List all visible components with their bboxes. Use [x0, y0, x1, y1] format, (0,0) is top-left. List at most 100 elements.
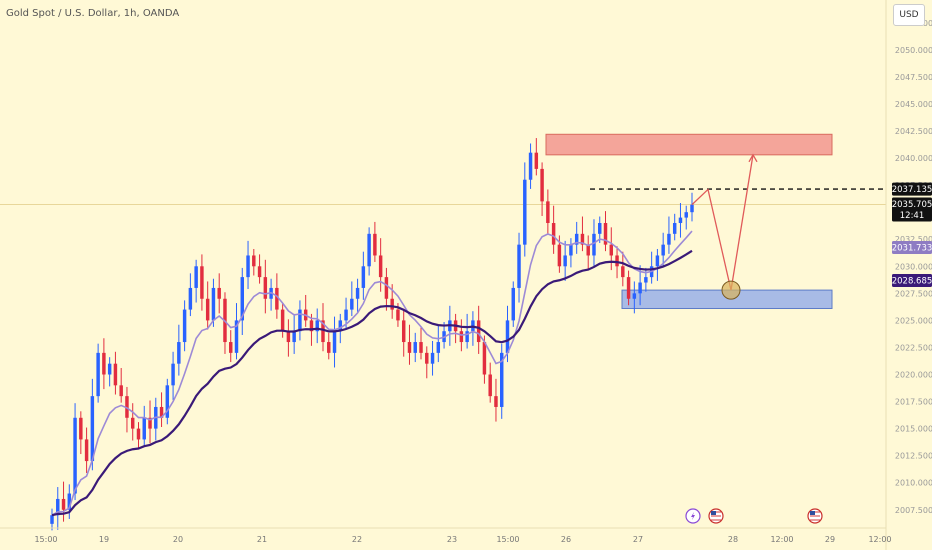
candle-body [159, 406, 164, 418]
candle-body [425, 352, 429, 364]
time-tick-label: 12:00 [770, 535, 793, 544]
candle-body [136, 428, 141, 440]
price-tick-label: 2042.500 [895, 127, 932, 136]
candle-body [482, 342, 487, 375]
candle-body [413, 342, 417, 353]
candle-body [540, 168, 544, 202]
candle-body [488, 374, 492, 397]
candle-body [655, 255, 660, 267]
candle-body [505, 320, 510, 353]
candle-body [338, 320, 343, 332]
candle-body [286, 331, 291, 343]
candle-body [205, 298, 210, 321]
price-tick-label: 2022.500 [895, 343, 932, 352]
candle-body [528, 152, 533, 180]
candle-body [125, 396, 129, 418]
candle-body [598, 223, 602, 234]
candle-body [246, 255, 250, 278]
candle-body [240, 277, 244, 321]
candle-body [73, 417, 77, 494]
candle-body [672, 223, 677, 234]
candle-body [574, 233, 579, 245]
chart-title: Gold Spot / U.S. Dollar, 1h, OANDA [6, 8, 180, 19]
time-tick-label: 20 [173, 535, 183, 544]
candle-body [252, 255, 256, 267]
time-tick-label: 23 [447, 535, 457, 544]
candle-body [436, 342, 441, 353]
candle-body [621, 266, 625, 278]
price-tick-label: 2025.000 [895, 316, 932, 325]
candle-body [107, 363, 112, 375]
flag-canton [711, 511, 716, 515]
candle-body [321, 320, 325, 343]
candle-body [275, 287, 279, 310]
candle-body [476, 320, 481, 343]
price-tag-time: 12:41 [900, 211, 925, 221]
candle-body [280, 309, 285, 332]
candle-body [200, 266, 204, 299]
candle-body [96, 352, 100, 397]
candle-body [396, 309, 400, 321]
price-tick-label: 2050.000 [895, 46, 932, 55]
candle-body [367, 233, 371, 267]
time-tick-label: 27 [633, 535, 643, 544]
candle-body [500, 352, 504, 407]
candle-body [79, 417, 83, 440]
candle-body [511, 287, 515, 321]
candle-body [102, 352, 106, 375]
candle-body [182, 309, 187, 343]
candle-body [557, 244, 562, 267]
candle-body [615, 255, 619, 267]
candle-body [84, 439, 89, 462]
candle-body [142, 417, 146, 440]
pullback-circle [721, 280, 741, 300]
candle-body [50, 515, 54, 524]
candle-body [563, 255, 567, 267]
candle-body [401, 320, 406, 343]
time-tick-label: 29 [825, 535, 835, 544]
resistance-zone [545, 133, 833, 156]
price-tag [892, 197, 932, 222]
candle-body [309, 320, 314, 332]
candle-body [67, 493, 72, 510]
candle-body [90, 396, 95, 462]
candle-body [523, 179, 527, 245]
candle-body [211, 287, 216, 321]
candle-body [263, 277, 268, 299]
price-tick-label: 2032.500 [895, 235, 932, 244]
candle-body [298, 309, 302, 332]
candle-body [586, 244, 590, 256]
candle-body [517, 244, 521, 288]
candle-body [165, 385, 170, 418]
candle-body [534, 152, 539, 169]
candle-body [344, 309, 348, 321]
price-tick-label: 2012.500 [895, 452, 932, 461]
price-tag-label: 2037.135 [892, 185, 932, 195]
currency-selector-button[interactable]: USD [893, 4, 925, 26]
price-tag-label: 2035.705 [892, 200, 932, 210]
candle-body [430, 352, 435, 364]
time-tick-label: 19 [99, 535, 109, 544]
price-tick-label: 2020.000 [895, 371, 932, 380]
candle-body [361, 266, 366, 288]
time-tick-label: 15:00 [34, 535, 57, 544]
price-tick-label: 2027.500 [895, 289, 932, 298]
candle-body [355, 287, 360, 299]
candle-body [690, 204, 694, 213]
candle-body [188, 287, 193, 310]
candle-body [229, 342, 233, 353]
candle-body [592, 233, 596, 256]
price-tag [892, 241, 932, 255]
price-tick-label: 2015.000 [895, 425, 932, 434]
candle-body [632, 293, 637, 299]
time-tick-label: 21 [257, 535, 267, 544]
price-tick-label: 2010.000 [895, 479, 932, 488]
slow-moving-average-line [51, 249, 693, 517]
candle-body [257, 266, 262, 278]
candle-body [638, 282, 642, 294]
candle-body [459, 331, 464, 343]
candle-body [667, 233, 671, 245]
candle-body [494, 396, 498, 407]
